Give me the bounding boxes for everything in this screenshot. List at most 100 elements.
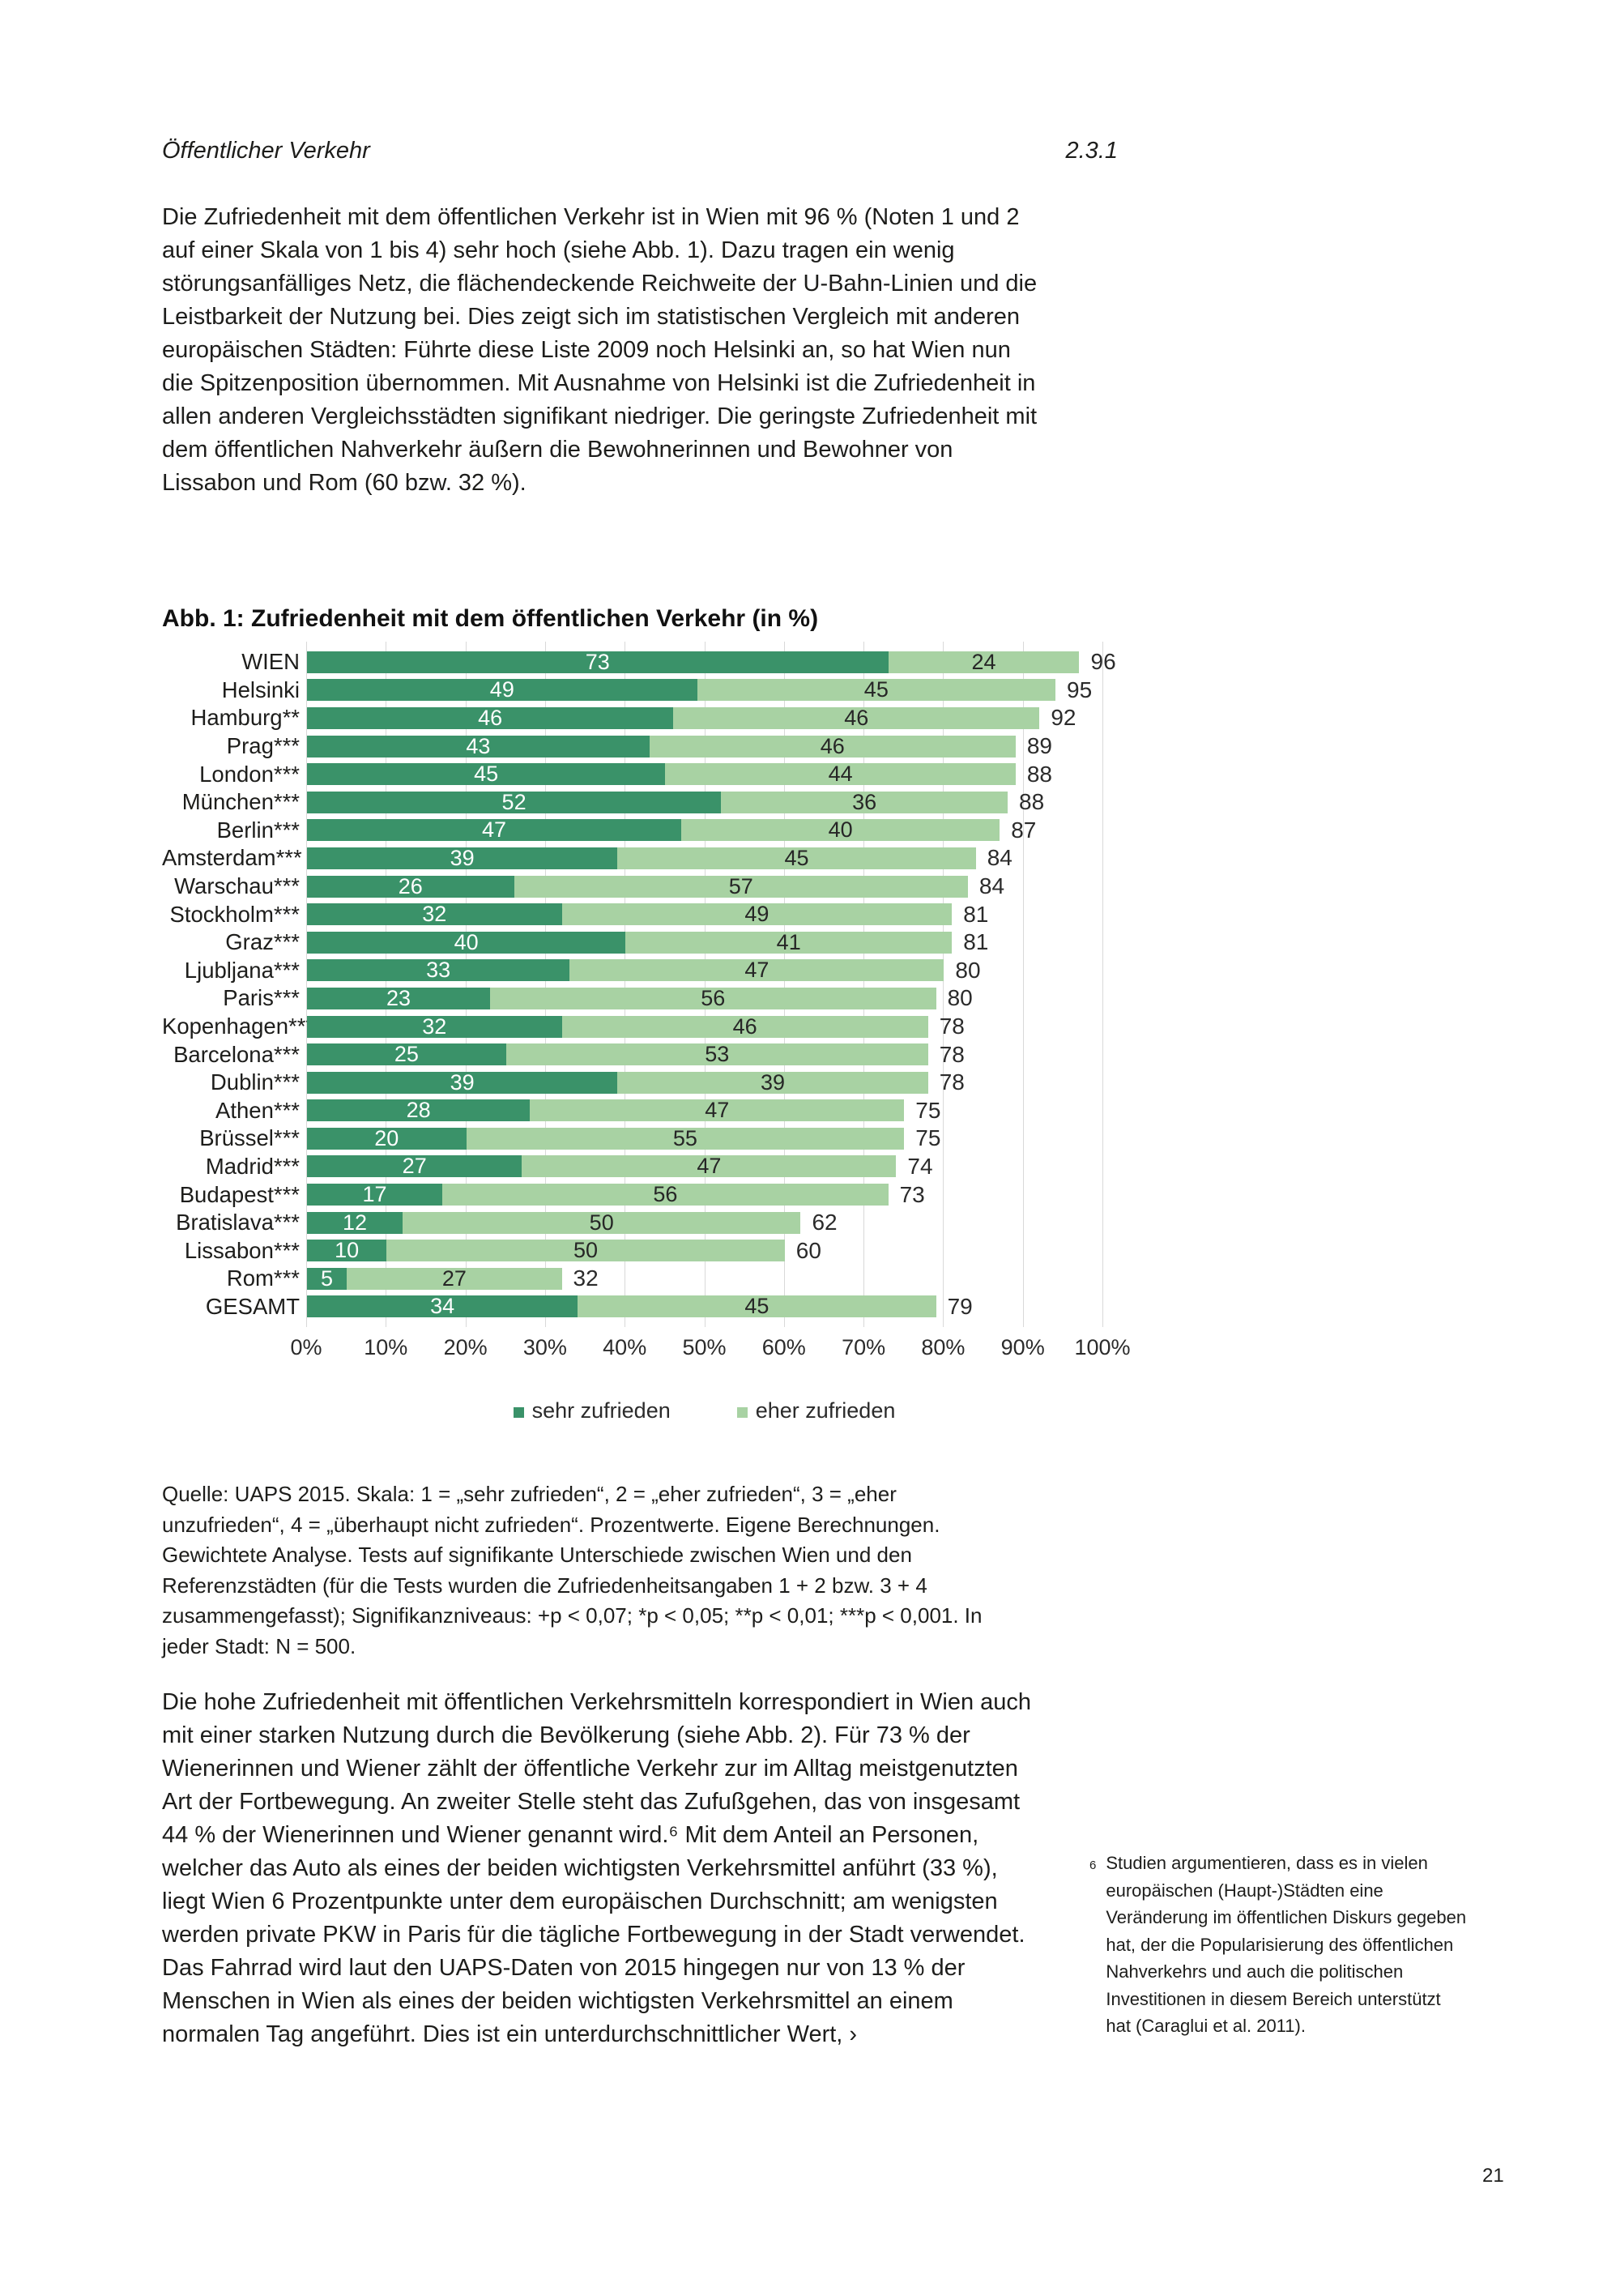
x-axis: 0% 10% 20% 30% 40% 50% 60% 70% 80% 90% 100% bbox=[290, 1335, 1130, 1364]
chart-row: Madrid*** 27 47 74 bbox=[162, 1153, 1199, 1181]
bar-total-label: 95 bbox=[1067, 676, 1093, 702]
gridline bbox=[1022, 642, 1024, 1327]
chart-row-label: Stockholm*** bbox=[169, 901, 301, 927]
bar-segment-eher-zufrieden: 27 bbox=[347, 1266, 562, 1291]
running-head: Öffentlicher Verkehr 2.3.1 bbox=[162, 138, 1118, 164]
chart-row-label: GESAMT bbox=[205, 1293, 300, 1319]
bar-track: 73 24 96 bbox=[307, 649, 1116, 674]
chart-row: Kopenhagen*** 32 46 78 bbox=[162, 1013, 1199, 1041]
bar-segment-eher-zufrieden: 45 bbox=[617, 846, 976, 870]
bar-segment-eher-zufrieden: 47 bbox=[530, 1098, 905, 1122]
bar-total-label: 92 bbox=[1051, 705, 1076, 731]
bar-track: 27 47 74 bbox=[307, 1153, 1103, 1179]
chart-row: München*** 52 36 88 bbox=[162, 788, 1199, 817]
bar-track: 43 46 89 bbox=[307, 733, 1103, 759]
chart-row: Dublin*** 39 39 78 bbox=[162, 1069, 1199, 1097]
chart-row-label: Helsinki bbox=[221, 676, 300, 702]
legend-swatch-sehr-zufrieden bbox=[513, 1406, 524, 1418]
x-axis-tick-label: 60% bbox=[761, 1335, 806, 1360]
chart-row-label: Rom*** bbox=[226, 1265, 300, 1291]
bar-segment-eher-zufrieden: 40 bbox=[681, 817, 1000, 842]
legend-swatch-eher-zufrieden bbox=[736, 1406, 748, 1418]
legend-label: sehr zufrieden bbox=[531, 1398, 671, 1423]
bar-segment-eher-zufrieden: 24 bbox=[888, 650, 1080, 674]
bar-total-label: 84 bbox=[987, 845, 1013, 871]
bar-segment-eher-zufrieden: 56 bbox=[490, 986, 936, 1010]
bar-segment-sehr-zufrieden: 49 bbox=[307, 677, 697, 702]
bar-segment-sehr-zufrieden: 26 bbox=[307, 874, 514, 898]
bar-segment-eher-zufrieden: 55 bbox=[466, 1126, 905, 1150]
bar-total-label: 81 bbox=[963, 929, 989, 955]
chart-row: Hamburg** 46 46 92 bbox=[162, 704, 1199, 732]
x-axis-tick-label: 80% bbox=[921, 1335, 966, 1360]
chart-row: Rom*** 5 27 32 bbox=[162, 1265, 1199, 1293]
bar-total-label: 75 bbox=[915, 1097, 941, 1123]
bar-segment-eher-zufrieden: 53 bbox=[505, 1042, 928, 1066]
bar-segment-sehr-zufrieden: 34 bbox=[307, 1294, 578, 1318]
bar-segment-sehr-zufrieden: 20 bbox=[307, 1126, 467, 1150]
chart-row-label: London*** bbox=[199, 761, 300, 787]
figure-title: Abb. 1: Zufriedenheit mit dem öffentlich… bbox=[162, 604, 819, 632]
bar-track: 20 55 75 bbox=[307, 1125, 1103, 1150]
bar-total-label: 78 bbox=[939, 1069, 965, 1095]
gridline bbox=[544, 642, 546, 1327]
bar-total-label: 73 bbox=[899, 1181, 925, 1207]
gridline bbox=[465, 642, 467, 1327]
bar-track: 33 47 80 bbox=[307, 958, 1103, 983]
bar-segment-sehr-zufrieden: 32 bbox=[307, 902, 562, 926]
bar-track: 39 39 78 bbox=[307, 1069, 1103, 1095]
bar-total-label: 89 bbox=[1026, 733, 1053, 759]
running-head-title: Öffentlicher Verkehr bbox=[162, 138, 370, 164]
bar-total-label: 80 bbox=[947, 985, 973, 1011]
x-axis-tick-label: 20% bbox=[443, 1335, 488, 1360]
chart-row-label: Graz*** bbox=[225, 929, 300, 955]
chart-row: Prag*** 43 46 89 bbox=[162, 732, 1199, 761]
bar-segment-eher-zufrieden: 46 bbox=[649, 734, 1016, 758]
bar-track: 10 50 60 bbox=[307, 1237, 1103, 1263]
bar-total-label: 60 bbox=[795, 1237, 821, 1263]
bar-segment-sehr-zufrieden: 27 bbox=[307, 1154, 522, 1178]
bar-segment-sehr-zufrieden: 5 bbox=[307, 1266, 347, 1291]
bar-segment-sehr-zufrieden: 73 bbox=[307, 650, 889, 674]
bar-segment-eher-zufrieden: 50 bbox=[402, 1210, 801, 1235]
chart-row: Amsterdam*** 39 45 84 bbox=[162, 844, 1199, 873]
bar-segment-eher-zufrieden: 56 bbox=[442, 1182, 889, 1206]
chart-plot-area: WIEN 73 24 96 Helsinki 49 45 95 Hamburg** 46 46 92 P… bbox=[162, 642, 1199, 1327]
chart-row: Brüssel*** 20 55 75 bbox=[162, 1125, 1199, 1153]
bar-total-label: 74 bbox=[907, 1153, 933, 1179]
bar-segment-eher-zufrieden: 49 bbox=[561, 902, 953, 926]
chart-row-label: Warschau*** bbox=[174, 873, 300, 899]
bar-total-label: 78 bbox=[939, 1041, 965, 1067]
x-axis-tick-label: 0% bbox=[290, 1335, 322, 1360]
x-axis-tick-label: 70% bbox=[842, 1335, 886, 1360]
chart-row-label: WIEN bbox=[241, 649, 300, 675]
footnote-marker: 6 bbox=[1089, 1859, 1097, 1872]
chart-row-label: Athen*** bbox=[215, 1097, 300, 1123]
bar-segment-eher-zufrieden: 50 bbox=[386, 1238, 785, 1262]
bar-total-label: 78 bbox=[939, 1014, 965, 1039]
bar-track: 52 36 88 bbox=[307, 789, 1103, 814]
intro-paragraph: Die Zufriedenheit mit dem öffentlichen V… bbox=[162, 204, 1038, 496]
bar-track: 12 50 62 bbox=[307, 1210, 1103, 1235]
chart-row: Warschau*** 26 57 84 bbox=[162, 873, 1199, 901]
legend-item: sehr zufrieden bbox=[513, 1398, 671, 1423]
footnote-text: Studien argumentieren, dass es in vielen… bbox=[1106, 1853, 1467, 2036]
bar-total-label: 81 bbox=[963, 901, 989, 927]
bar-segment-eher-zufrieden: 41 bbox=[625, 930, 953, 954]
x-axis-tick-label: 100% bbox=[1074, 1335, 1131, 1360]
bar-total-label: 62 bbox=[812, 1210, 838, 1235]
bar-segment-sehr-zufrieden: 40 bbox=[307, 930, 626, 954]
gridlines bbox=[306, 642, 1103, 1327]
gridline bbox=[863, 642, 865, 1327]
chart-row: Barcelona*** 25 53 78 bbox=[162, 1040, 1199, 1069]
x-axis-tick-label: 40% bbox=[603, 1335, 647, 1360]
bar-segment-eher-zufrieden: 39 bbox=[617, 1070, 928, 1095]
bar-track: 40 41 81 bbox=[307, 929, 1103, 955]
bar-track: 23 56 80 bbox=[307, 985, 1103, 1011]
bar-total-label: 88 bbox=[1026, 761, 1053, 787]
bar-segment-sehr-zufrieden: 33 bbox=[307, 958, 570, 982]
bar-track: 39 45 84 bbox=[307, 845, 1103, 871]
bar-segment-eher-zufrieden: 46 bbox=[673, 706, 1040, 730]
bar-segment-eher-zufrieden: 44 bbox=[665, 762, 1016, 786]
